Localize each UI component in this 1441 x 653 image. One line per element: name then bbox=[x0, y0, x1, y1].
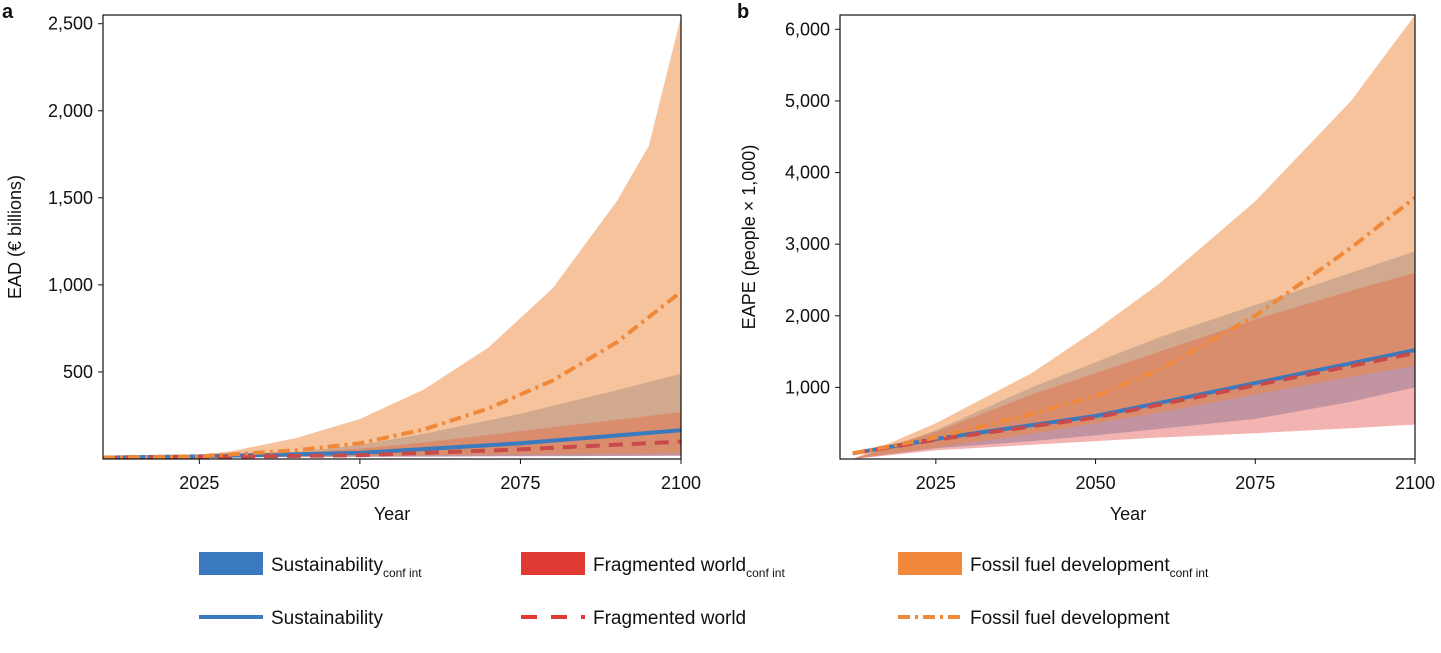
fossil-line bbox=[103, 290, 681, 459]
x-tick-label: 2050 bbox=[1076, 473, 1116, 493]
legend-item-fragmented: Fragmented world bbox=[521, 608, 746, 629]
legend-label-text: Fragmented world bbox=[593, 555, 746, 576]
legend-label-text: Fossil fuel development bbox=[970, 608, 1170, 629]
fragmented-legend-swatch bbox=[521, 552, 585, 575]
fossil-line bbox=[852, 196, 1415, 456]
y-tick-label: 500 bbox=[63, 362, 93, 382]
legend-label-text: Sustainability bbox=[271, 555, 383, 576]
sustainability-line bbox=[103, 428, 681, 459]
legend-item-fossil_ci: Fossil fuel developmentconf int bbox=[898, 552, 1209, 580]
legend-label-text: Fragmented world bbox=[593, 608, 746, 629]
x-tick-label: 2075 bbox=[500, 473, 540, 493]
legend-label-subscript: conf int bbox=[1170, 566, 1209, 580]
legend-item-fragmented_ci: Fragmented worldconf int bbox=[521, 552, 785, 580]
legend-label: Fossil fuel development bbox=[970, 608, 1170, 629]
legend-item-sustainability: Sustainability bbox=[199, 608, 383, 629]
y-tick-label: 3,000 bbox=[785, 234, 830, 254]
y-tick-label: 6,000 bbox=[785, 19, 830, 39]
legend-label: Fragmented worldconf int bbox=[593, 555, 785, 580]
legend-label-text: Fossil fuel development bbox=[970, 555, 1170, 576]
panel-b-chart: 2025 2050 2075 2100 1,000 2,000 3,000 4,000 5,00… bbox=[737, 1, 1435, 524]
legend-label: Fragmented world bbox=[593, 608, 746, 629]
y-tick-label: 1,000 bbox=[785, 377, 830, 397]
legend-label-text: Sustainability bbox=[271, 608, 383, 629]
fragmented-line bbox=[103, 439, 681, 459]
x-tick-label: 2025 bbox=[916, 473, 956, 493]
x-tick-label: 2100 bbox=[1395, 473, 1435, 493]
legend-label: Fossil fuel developmentconf int bbox=[970, 555, 1209, 580]
x-axis-label: Year bbox=[1110, 504, 1146, 524]
y-tick-label: 5,000 bbox=[785, 91, 830, 111]
y-tick-label: 2,500 bbox=[48, 14, 93, 34]
fossil-confidence-band bbox=[103, 16, 681, 458]
legend-item-fossil: Fossil fuel development bbox=[898, 608, 1170, 629]
fossil-confidence-band bbox=[852, 15, 1415, 459]
legend: Sustainabilityconf int Fragmented worldco… bbox=[199, 552, 1209, 629]
legend-label: Sustainability bbox=[271, 608, 383, 629]
legend-item-sustainability_ci: Sustainabilityconf int bbox=[199, 552, 422, 580]
y-tick-label: 2,000 bbox=[48, 101, 93, 121]
x-tick-label: 2075 bbox=[1235, 473, 1275, 493]
y-tick-label: 2,000 bbox=[785, 306, 830, 326]
axes-frame bbox=[839, 14, 1416, 460]
x-axis-label: Year bbox=[374, 504, 410, 524]
panel-letter: b bbox=[737, 1, 749, 23]
axes-frame bbox=[102, 14, 682, 460]
x-tick-label: 2100 bbox=[661, 473, 701, 493]
legend-label-subscript: conf int bbox=[383, 566, 422, 580]
y-tick-label: 4,000 bbox=[785, 163, 830, 183]
plot-layer bbox=[852, 15, 1415, 459]
legend-label: Sustainabilityconf int bbox=[271, 555, 422, 580]
y-tick-label: 1,500 bbox=[48, 188, 93, 208]
panel-a-chart: 2025 2050 2075 2100 500 1,000 1,500 2,000 2,500 Y… bbox=[2, 1, 701, 524]
y-axis-label: EAD (€ billions) bbox=[5, 175, 25, 299]
panel-letter: a bbox=[2, 1, 14, 23]
y-axis-label: EAPE (people × 1,000) bbox=[739, 145, 759, 330]
x-tick-label: 2050 bbox=[340, 473, 380, 493]
plot-layer bbox=[103, 16, 681, 459]
sustainability-legend-swatch bbox=[199, 552, 263, 575]
fossil-legend-swatch bbox=[898, 552, 962, 575]
y-tick-label: 1,000 bbox=[48, 275, 93, 295]
x-tick-label: 2025 bbox=[179, 473, 219, 493]
legend-label-subscript: conf int bbox=[746, 566, 785, 580]
